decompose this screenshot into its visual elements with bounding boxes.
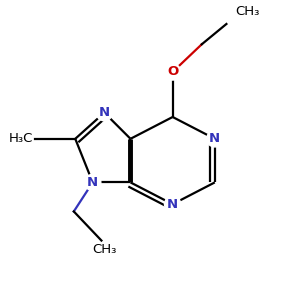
Text: N: N: [209, 132, 220, 145]
Circle shape: [164, 196, 181, 212]
Circle shape: [164, 64, 181, 80]
Circle shape: [85, 174, 101, 190]
Circle shape: [207, 131, 223, 147]
Text: O: O: [167, 65, 178, 78]
Text: N: N: [87, 176, 98, 189]
Circle shape: [96, 104, 112, 121]
Text: N: N: [167, 198, 178, 211]
Text: H₃C: H₃C: [9, 132, 33, 145]
Text: CH₃: CH₃: [235, 5, 260, 18]
Text: CH₃: CH₃: [92, 243, 116, 256]
Text: N: N: [99, 106, 110, 119]
